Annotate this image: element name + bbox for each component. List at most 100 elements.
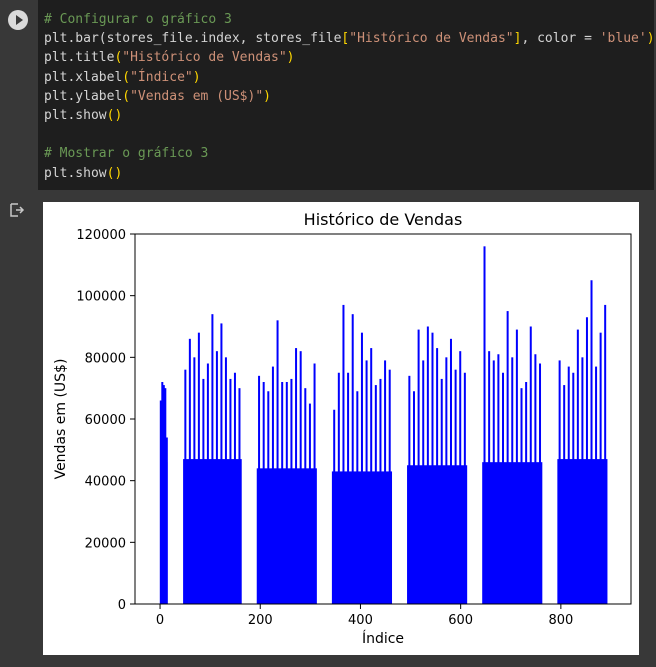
- bar: [285, 382, 288, 604]
- bar: [215, 351, 218, 604]
- code-token: "Vendas em (US$)": [130, 88, 264, 104]
- output-redirect-icon[interactable]: [9, 202, 25, 218]
- bar: [295, 348, 298, 604]
- bar: [229, 378, 232, 604]
- y-axis-label: Vendas em (US$): [53, 359, 69, 480]
- bar: [412, 391, 415, 604]
- bar: [276, 320, 279, 604]
- x-tick-label: 200: [248, 613, 273, 628]
- bar: [184, 369, 187, 604]
- code-text[interactable]: # Configurar o gráfico 3 plt.bar(stores_…: [44, 10, 655, 183]
- y-ticks: 0 20000 40000 60000 80000 100000 120000: [76, 228, 135, 613]
- bar: [365, 360, 368, 604]
- code-token: plt.show: [44, 165, 107, 181]
- code-token: ): [192, 69, 201, 85]
- bar: [436, 348, 439, 604]
- bar: [567, 366, 570, 604]
- bar: [585, 317, 588, 604]
- bar: [262, 382, 265, 604]
- bar: [370, 348, 373, 604]
- bar: [188, 338, 191, 604]
- bar: [304, 388, 307, 604]
- code-token: (: [122, 69, 131, 85]
- bar: [599, 332, 602, 604]
- x-tick-label: 600: [448, 613, 473, 628]
- bar: [417, 329, 420, 604]
- bar: [333, 409, 336, 604]
- bar: [224, 357, 227, 604]
- code-token: (: [122, 88, 131, 104]
- bar: [384, 360, 387, 604]
- bar: [388, 369, 391, 604]
- run-cell-button[interactable]: [8, 10, 28, 30]
- code-cell: # Configurar o gráfico 3 plt.bar(stores_…: [0, 0, 656, 190]
- bar: [164, 388, 167, 604]
- bar: [233, 372, 236, 604]
- bar: [193, 357, 196, 604]
- code-token: plt.show: [44, 108, 107, 124]
- code-line: # Configurar o gráfico 3: [44, 12, 232, 27]
- bar: [488, 351, 491, 604]
- bar: [440, 378, 443, 604]
- code-token: ): [286, 50, 295, 66]
- y-tick-label: 100000: [76, 290, 126, 305]
- bar: [539, 363, 542, 604]
- code-token: plt.ylabel: [44, 88, 123, 104]
- code-token: plt.title: [44, 50, 115, 66]
- bar: [379, 378, 382, 604]
- bar: [197, 332, 200, 604]
- code-token: "Histórico de Vendas": [122, 50, 287, 66]
- code-token: ): [263, 88, 271, 104]
- bar: [515, 329, 518, 604]
- y-tick-label: 40000: [85, 475, 126, 490]
- code-editor[interactable]: # Configurar o gráfico 3 plt.bar(stores_…: [38, 0, 655, 190]
- bar: [206, 363, 209, 604]
- bar: [281, 382, 284, 604]
- code-token: (): [106, 165, 123, 181]
- code-token: # Mostrar o gráfico 3: [44, 146, 209, 162]
- bar: [422, 360, 425, 604]
- x-tick-label: 400: [348, 613, 373, 628]
- x-ticks: 0 200 400 600 800: [156, 604, 573, 628]
- code-line: # Mostrar o gráfico 3: [44, 146, 208, 161]
- bar: [534, 354, 537, 604]
- bar: [483, 246, 486, 605]
- bar: [590, 280, 593, 604]
- bar: [454, 369, 457, 604]
- code-token: , color =: [521, 31, 600, 47]
- bar: [347, 372, 350, 604]
- bar: [238, 388, 241, 604]
- bar: [308, 403, 311, 604]
- chart-title: Histórico de Vendas: [304, 210, 463, 229]
- y-tick-label: 80000: [85, 351, 126, 366]
- bar: [604, 304, 607, 604]
- code-token: "Histórico de Vendas": [349, 31, 514, 47]
- bar: [529, 326, 532, 604]
- bar: [290, 378, 293, 604]
- bar: [449, 338, 452, 604]
- bar: [563, 385, 566, 604]
- code-line: plt.show(): [44, 108, 122, 123]
- cell-output: Histórico de Vendas 0 200 400 600 800 0 20000…: [0, 190, 656, 667]
- code-token: ): [646, 31, 655, 47]
- code-token: ]: [513, 31, 522, 47]
- code-line: plt.bar(stores_file.index, stores_file["…: [44, 31, 655, 46]
- code-line: plt.ylabel("Vendas em (US$)"): [44, 89, 271, 104]
- code-token: # Configurar o gráfico 3: [44, 12, 232, 27]
- bars-group: [159, 246, 608, 605]
- x-axis-label: Índice: [362, 630, 404, 647]
- bar: [337, 372, 340, 604]
- bar: [576, 329, 579, 604]
- x-tick-label: 800: [548, 613, 573, 628]
- bar: [313, 363, 316, 604]
- bar: [211, 314, 214, 604]
- y-tick-label: 0: [118, 598, 126, 613]
- bar: [202, 378, 205, 604]
- bar: [595, 366, 598, 604]
- bar: [520, 388, 523, 604]
- bar: [258, 375, 261, 604]
- y-tick-label: 60000: [85, 413, 126, 428]
- bar: [220, 323, 223, 604]
- bar: [525, 382, 528, 604]
- bar: [581, 357, 584, 604]
